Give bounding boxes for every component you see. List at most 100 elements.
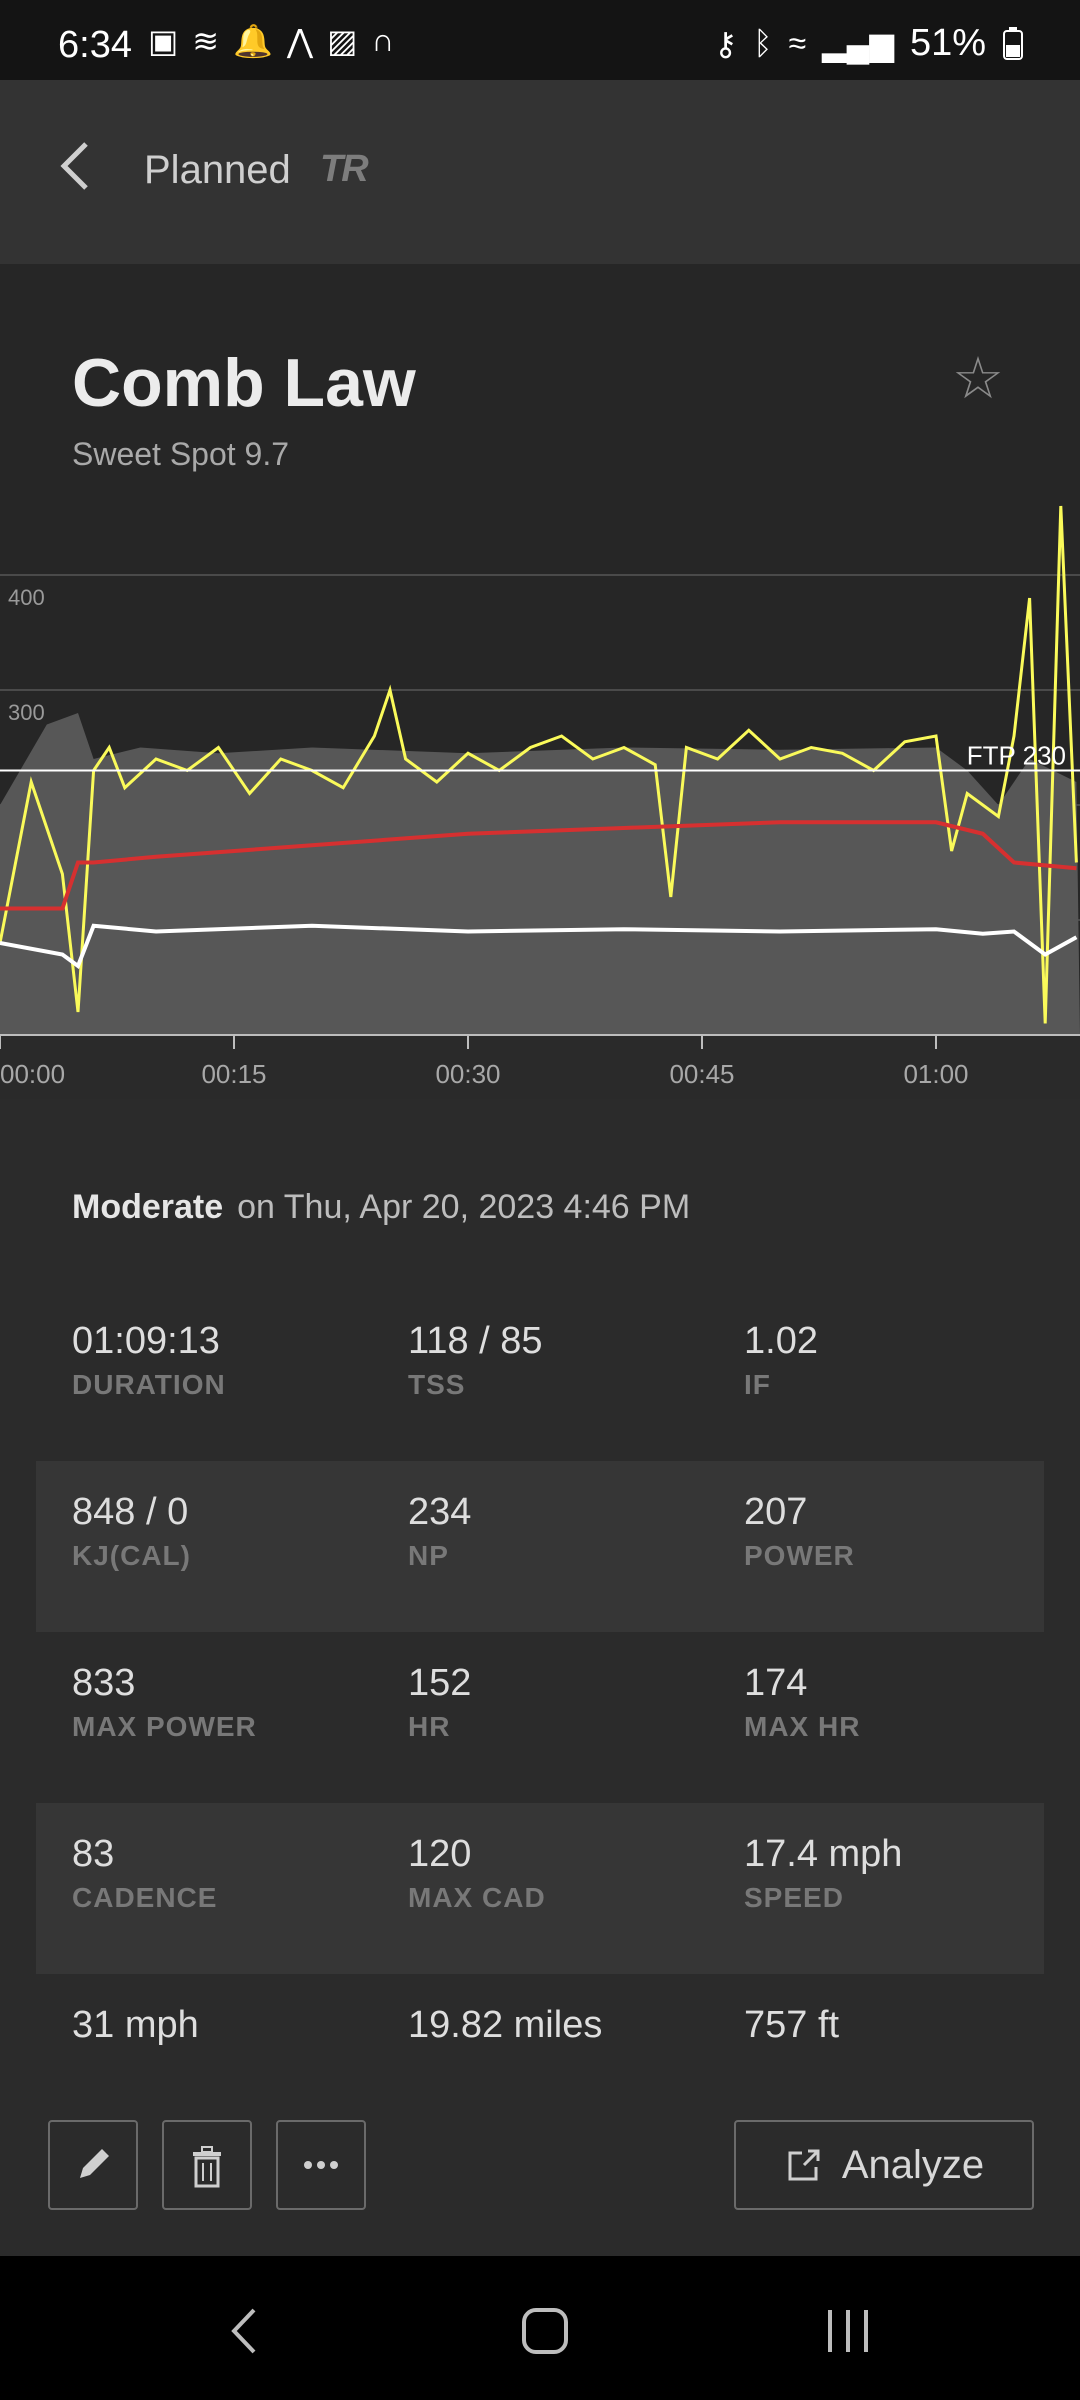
chart-x-tick-label: 00:45 [669,1059,734,1089]
stat-cell: 234 NP [408,1491,471,1572]
wifi-calling-icon: ≋ [192,23,220,59]
stat-cell: 833 MAX POWER [72,1662,257,1743]
stat-label: IF [744,1369,771,1400]
session-info: Moderate on Thu, Apr 20, 2023 4:46 PM [72,1188,690,1227]
workout-subtitle: Sweet Spot 9.7 [72,436,290,472]
stat-cell: 83 CADENCE [72,1833,217,1914]
stat-value: 174 [744,1662,808,1704]
vpn-key-icon: ⚷ [713,25,738,62]
stat-value: 01:09:13 [72,1320,220,1362]
bell-icon: 🔔 [233,23,273,59]
stat-cell: 17.4 mph SPEED [744,1833,902,1914]
stat-value: 120 [408,1833,472,1875]
stat-cell: 174 MAX HR [744,1662,860,1743]
delete-button[interactable] [162,2120,252,2210]
more-options-button[interactable] [276,2120,366,2210]
chart-series-line [0,820,1077,911]
stat-label: MAX HR [744,1711,861,1742]
stat-label: CADENCE [72,1882,218,1913]
notification-icons: ▣ ≋ 🔔 ⋀ ▨ ∩ [148,22,394,60]
stat-label: KJ(CAL) [72,1540,191,1571]
system-back-icon[interactable] [226,2306,262,2356]
stat-label: POWER [744,1540,855,1571]
stat-value: 757 ft [744,2004,840,2046]
analyze-button[interactable]: Analyze [734,2120,1034,2210]
stat-label: MAX POWER [72,1711,257,1742]
ftp-label: FTP 230 [967,741,1066,771]
outlook-icon: ▣ [148,23,179,59]
headphones-icon: ∩ [371,22,395,58]
stat-cell: 848 / 0 KJ(CAL) [72,1491,191,1572]
chart-x-tick-label: 00:30 [435,1059,500,1089]
top-nav: Planned TR [0,80,1080,264]
workout-chart: 400300200100 FTP 230 00:0000:1500:3000:4… [0,505,1080,1099]
pencil-icon [80,2149,109,2178]
stats-row: 848 / 0 KJ(CAL) 234 NP 207 POWER [36,1461,1044,1632]
trainerroad-logo: TR [320,148,369,190]
chart-x-tick-label: 01:00 [903,1059,968,1089]
chart-target-area [0,713,1080,1035]
stats-grid: 01:09:13 DURATION 118 / 85 TSS 1.02 IF 848 … [36,1290,1044,2145]
stat-value: 833 [72,1662,136,1704]
recent-apps-icon[interactable] [824,2308,874,2354]
intensity-label: Moderate [72,1188,224,1226]
stat-label: NP [408,1540,449,1571]
stat-cell: 207 POWER [744,1491,855,1572]
stat-label: SPEED [744,1882,844,1913]
stat-label: TSS [408,1369,466,1400]
nav-title: Planned [144,148,291,192]
workout-card: Comb Law Sweet Spot 9.7 ☆ 400300200100 F… [0,264,1080,1099]
chart-series-line [0,505,1078,1024]
stats-row: 31 mph 19.82 miles 757 ft [36,1974,1044,2145]
status-time: 6:34 [58,24,132,66]
analyze-label: Analyze [841,2142,985,2187]
status-bar: 6:34 ▣ ≋ 🔔 ⋀ ▨ ∩ ⚷ ᛒ ≈ ▂▄▆ 51% [0,0,1080,80]
chart-axis-band [0,1035,1080,1099]
strava-icon: ⋀ [286,23,314,59]
stat-cell: 757 ft [744,2004,839,2047]
stat-value: 1.02 [744,1320,818,1362]
edit-button[interactable] [48,2120,138,2210]
more-dots-icon [304,2161,338,2169]
workout-title: Comb Law [72,345,416,421]
home-icon[interactable] [520,2306,570,2356]
stat-label: MAX CAD [408,1882,546,1913]
stat-cell: 152 HR [408,1662,471,1743]
system-nav-bar [0,2256,1080,2400]
external-link-icon [788,2149,820,2181]
chart-series-line [0,923,1078,970]
wifi-icon: ≈ [788,25,807,61]
chart-series: FTP 230 [0,505,1080,1024]
stat-cell: 31 mph [72,2004,199,2047]
trash-icon [193,2146,221,2188]
stat-value: 234 [408,1491,472,1533]
stat-value: 19.82 miles [408,2004,603,2046]
chart-y-tick-label: 400 [8,585,45,610]
stats-row: 833 MAX POWER 152 HR 174 MAX HR [36,1632,1044,1803]
session-date: on Thu, Apr 20, 2023 4:46 PM [237,1188,691,1226]
favorite-star-icon[interactable]: ☆ [952,346,1004,411]
stat-value: 31 mph [72,2004,199,2046]
chart-target-profile [0,713,1080,1099]
chart-x-tick-label: 00:15 [201,1059,266,1089]
stat-value: 118 / 85 [408,1320,543,1362]
stats-row: 01:09:13 DURATION 118 / 85 TSS 1.02 IF [36,1290,1044,1461]
chart-y-tick-label: 300 [8,700,45,725]
stat-cell: 19.82 miles [408,2004,602,2047]
bluetooth-icon: ᛒ [753,25,773,61]
battery-percent: 51% [909,22,986,64]
back-arrow-icon[interactable] [52,136,96,196]
stat-cell: 1.02 IF [744,1320,818,1401]
stat-value: 83 [72,1833,115,1875]
stat-value: 152 [408,1662,472,1704]
signal-icon: ▂▄▆ [822,25,894,62]
chart-ticks: 00:00 00:15 00:30 00:45 01:00 [0,1034,1080,1089]
action-bar: Analyze [0,2100,1080,2256]
chart-x-tick-label: 00:00 [0,1059,65,1089]
stat-value: 848 / 0 [72,1491,189,1533]
stats-row: 83 CADENCE 120 MAX CAD 17.4 mph SPEED [36,1803,1044,1974]
stat-value: 17.4 mph [744,1833,903,1875]
system-icons: ⚷ ᛒ ≈ ▂▄▆ 51% [714,22,1024,65]
battery-icon [1003,26,1023,60]
stat-value: 207 [744,1491,808,1533]
